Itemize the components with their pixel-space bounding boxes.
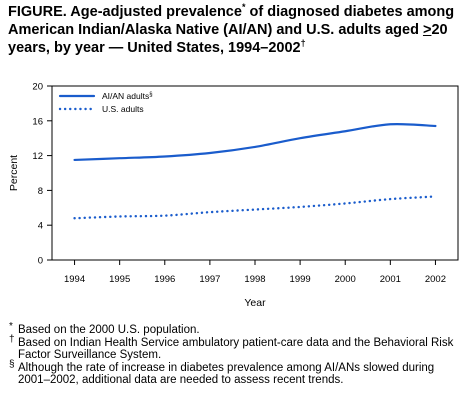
x-tick-label-1995: 1995	[109, 274, 130, 285]
x-tick-label-2000: 2000	[335, 274, 356, 285]
footnote-1: * Based on the 2000 U.S. population.	[8, 321, 468, 337]
y-axis-label: Percent	[8, 155, 20, 191]
footnote-3-mark: §	[9, 358, 15, 370]
footnotes: * Based on the 2000 U.S. population. † Bas…	[8, 321, 468, 387]
y-tick-label-16: 16	[32, 116, 43, 127]
legend-label-1-mark: §	[149, 92, 152, 98]
footnote-2-text: Based on Indian Health Service ambulator…	[18, 336, 454, 362]
x-tick-label-1998: 1998	[244, 274, 265, 285]
x-tick-label-2002: 2002	[425, 274, 446, 285]
y-tick-label-20: 20	[32, 82, 43, 93]
title-part-3: 20 years, by year — United States, 1994–…	[8, 22, 448, 56]
title-part-1: FIGURE. Age-adjusted prevalence	[8, 4, 242, 20]
x-axis-label: Year	[244, 297, 266, 309]
footnote-1-text: Based on the 2000 U.S. population.	[18, 324, 200, 336]
footnote-3-text: Although the rate of increase in diabete…	[18, 361, 435, 387]
footnote-3: § Although the rate of increase in diabet…	[8, 358, 468, 387]
line-chart: 0 4 8 12 16 20 1994 1995 1996 1997 1998 1999 2000 200…	[8, 82, 459, 309]
series-line-1	[73, 122, 437, 162]
footnote-2-mark: †	[9, 333, 15, 345]
footnote-1-mark: *	[9, 321, 13, 332]
title-footnote-mark-dagger: †	[300, 38, 306, 49]
legend-label-1: AI/AN adults§	[102, 91, 153, 101]
legend-label-2-text: U.S. adults	[102, 104, 144, 114]
x-tick-label-1999: 1999	[290, 274, 311, 285]
y-tick-label-8: 8	[38, 186, 43, 197]
x-tick-label-1994: 1994	[64, 274, 85, 285]
title-footnote-mark-star: *	[241, 2, 246, 13]
title-part-2: of diagnosed diabetes among American Ind…	[8, 4, 455, 38]
x-tick-label-1997: 1997	[199, 274, 220, 285]
y-tick-label-0: 0	[38, 256, 43, 267]
title-greater-equal-sign: >	[422, 22, 432, 38]
legend-label-1-text: AI/AN adults	[102, 91, 149, 101]
y-tick-label-4: 4	[38, 221, 43, 232]
x-tick-label-2001: 2001	[380, 274, 401, 285]
footnote-2: † Based on Indian Health Service ambulato…	[8, 333, 468, 362]
series-line-2	[73, 195, 437, 220]
legend-label-2: U.S. adults	[102, 104, 144, 114]
y-tick-label-12: 12	[32, 151, 43, 162]
x-tick-label-1996: 1996	[154, 274, 175, 285]
figure-title: FIGURE. Age-adjusted prevalence* of diag…	[8, 3, 466, 57]
